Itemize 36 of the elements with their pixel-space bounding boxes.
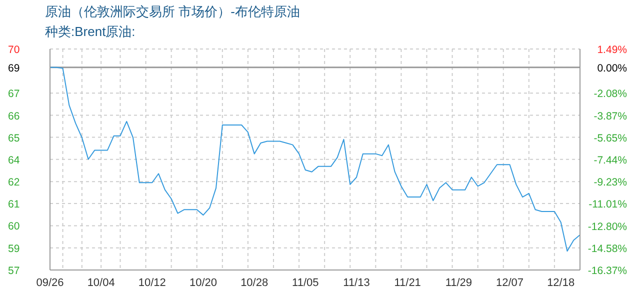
x-tick-label: 11/13	[343, 276, 370, 289]
x-tick-label: 12/07	[496, 276, 524, 289]
x-tick-label: 10/20	[189, 276, 218, 289]
y-tick-label: 57	[8, 265, 20, 277]
y-tick-label: 61	[8, 198, 20, 211]
x-tick-label: 10/04	[87, 276, 115, 289]
x-tick-label: 11/05	[292, 276, 319, 289]
y2-tick-label: -14.58%	[588, 242, 627, 255]
y-tick-label: 60	[8, 220, 20, 233]
line-series	[50, 66, 580, 252]
y2-tick-label: -11.01%	[588, 198, 627, 211]
x-tick-label: 10/28	[240, 276, 268, 289]
y2-tick-label: -16.37%	[588, 265, 627, 277]
chart-title: 原油（伦敦洲际交易所 市场价）-布伦特原油	[45, 3, 300, 21]
y2-tick-label: -5.65%	[594, 132, 627, 144]
y2-tick-label: -9.23%	[594, 176, 627, 189]
y-tick-label: 67	[8, 88, 20, 100]
y2-tick-label: -3.87%	[594, 110, 627, 122]
x-tick-label: 12/18	[547, 276, 575, 289]
y2-tick-label: 1.49%	[597, 44, 627, 56]
y-tick-label: 66	[8, 110, 20, 122]
y-tick-label: 59	[8, 242, 20, 255]
chart-subtitle: 种类:Brent原油:	[45, 23, 136, 41]
y-tick-label: 62	[8, 176, 20, 189]
x-tick-label: 11/29	[445, 276, 472, 289]
y-tick-label: 70	[8, 44, 20, 56]
x-tick-label: 10/12	[138, 276, 166, 289]
x-tick-label: 11/21	[394, 276, 421, 289]
y2-tick-label: -12.80%	[588, 220, 627, 233]
y-tick-label: 64	[8, 154, 20, 166]
y2-tick-label: -7.44%	[594, 154, 627, 166]
y2-tick-label: 0.00%	[597, 62, 627, 74]
y-tick-label: 65	[8, 132, 20, 144]
y2-tick-label: -2.08%	[594, 88, 627, 100]
x-tick-label: 09/26	[36, 276, 64, 289]
y-tick-label: 69	[8, 62, 20, 74]
